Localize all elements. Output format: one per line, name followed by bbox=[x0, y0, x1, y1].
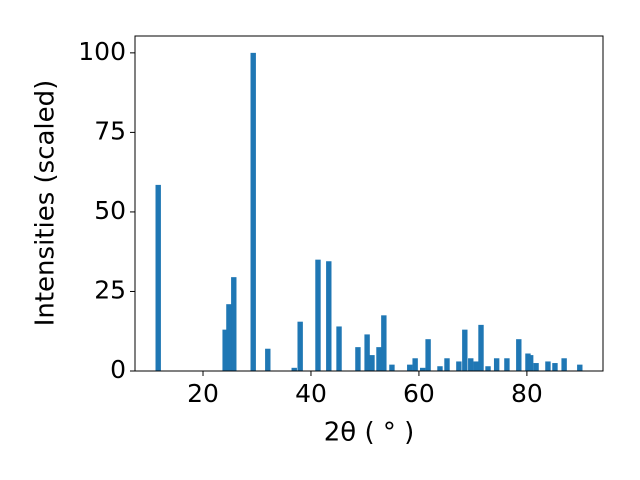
bar bbox=[485, 366, 491, 371]
bar bbox=[407, 364, 413, 371]
bar bbox=[389, 364, 395, 371]
bar bbox=[504, 358, 510, 371]
bar bbox=[420, 367, 426, 371]
y-tick-label: 25 bbox=[94, 275, 126, 304]
bar bbox=[326, 261, 332, 371]
bar bbox=[473, 361, 479, 371]
bar bbox=[355, 347, 361, 371]
bar bbox=[577, 364, 583, 371]
bar bbox=[468, 358, 474, 371]
x-tick-label: 40 bbox=[295, 379, 327, 408]
bar bbox=[226, 304, 232, 371]
bar bbox=[297, 321, 303, 371]
bar bbox=[527, 355, 534, 371]
bar bbox=[250, 52, 256, 371]
bar bbox=[561, 358, 567, 371]
bar bbox=[462, 329, 468, 371]
bar bbox=[545, 361, 551, 371]
plot-frame bbox=[134, 35, 604, 372]
bar bbox=[425, 339, 431, 371]
bar bbox=[437, 366, 443, 371]
bar bbox=[412, 358, 418, 371]
bar bbox=[222, 329, 228, 371]
y-tick-label: 50 bbox=[94, 196, 126, 225]
y-axis-label: Intensities (scaled) bbox=[31, 80, 61, 327]
bar bbox=[265, 348, 271, 371]
x-axis-label: 2θ ( ° ) bbox=[324, 418, 415, 448]
bar bbox=[376, 347, 382, 371]
bar bbox=[155, 184, 161, 371]
bar bbox=[456, 361, 462, 371]
x-tick-label: 80 bbox=[511, 379, 543, 408]
bar bbox=[493, 358, 500, 371]
bar bbox=[478, 324, 484, 371]
bar bbox=[231, 277, 237, 371]
bar bbox=[291, 367, 297, 371]
y-tick-label: 75 bbox=[94, 116, 126, 145]
x-tick-label: 20 bbox=[187, 379, 219, 408]
bar bbox=[516, 339, 522, 371]
bar bbox=[364, 334, 370, 371]
x-tick-label: 60 bbox=[403, 379, 435, 408]
bar bbox=[533, 363, 539, 371]
bar bbox=[315, 259, 321, 371]
bar bbox=[444, 358, 450, 371]
y-tick-label: 0 bbox=[110, 355, 126, 384]
bar bbox=[369, 355, 375, 371]
y-tick-label: 100 bbox=[78, 37, 126, 66]
bar bbox=[336, 326, 342, 371]
bar bbox=[381, 315, 387, 371]
bar bbox=[552, 363, 558, 371]
